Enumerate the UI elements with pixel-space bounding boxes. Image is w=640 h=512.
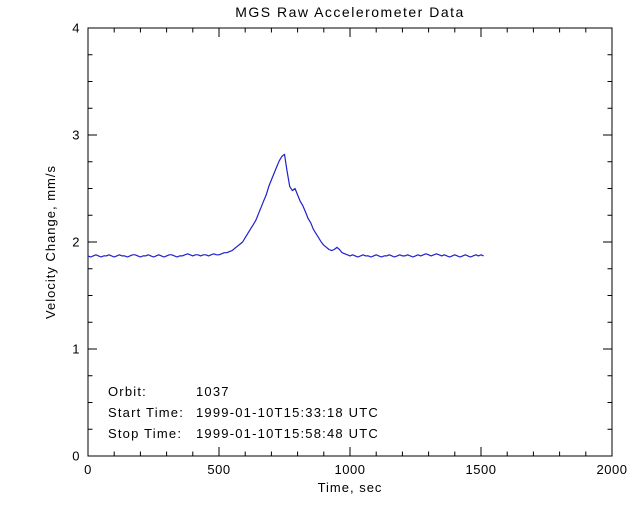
annotation-stop-time-value: 1999-01-10T15:58:48 UTC (196, 426, 379, 441)
y-tick-label: 0 (72, 449, 80, 464)
data-series-line (87, 153, 484, 258)
x-tick-label: 1000 (335, 462, 366, 477)
annotation-start-time-label: Start Time: (108, 405, 184, 420)
y-axis-label: Velocity Change, mm/s (43, 165, 58, 319)
x-tick-label: 500 (207, 462, 230, 477)
annotation-start-time-value: 1999-01-10T15:33:18 UTC (196, 405, 379, 420)
plot-annotations: Orbit: 1037 Start Time: 1999-01-10T15:33… (108, 384, 379, 441)
x-axis-label: Time, sec (318, 480, 383, 495)
chart-title: MGS Raw Accelerometer Data (235, 4, 465, 20)
x-tick-label: 1500 (466, 462, 497, 477)
y-tick-label: 3 (72, 128, 80, 143)
annotation-orbit-label: Orbit: (108, 384, 147, 399)
y-tick-label: 4 (72, 21, 80, 36)
plot-box (87, 27, 613, 457)
x-tick-label: 0 (84, 462, 92, 477)
y-tick-label: 2 (72, 235, 80, 250)
annotation-orbit-value: 1037 (196, 384, 230, 399)
x-tick-label: 2000 (597, 462, 628, 477)
annotation-stop-time-label: Stop Time: (108, 426, 182, 441)
axis-ticks (87, 27, 613, 457)
axis-tick-labels: 0 500 1000 1500 2000 0 1 2 3 4 (72, 21, 627, 478)
y-tick-label: 1 (72, 342, 80, 357)
